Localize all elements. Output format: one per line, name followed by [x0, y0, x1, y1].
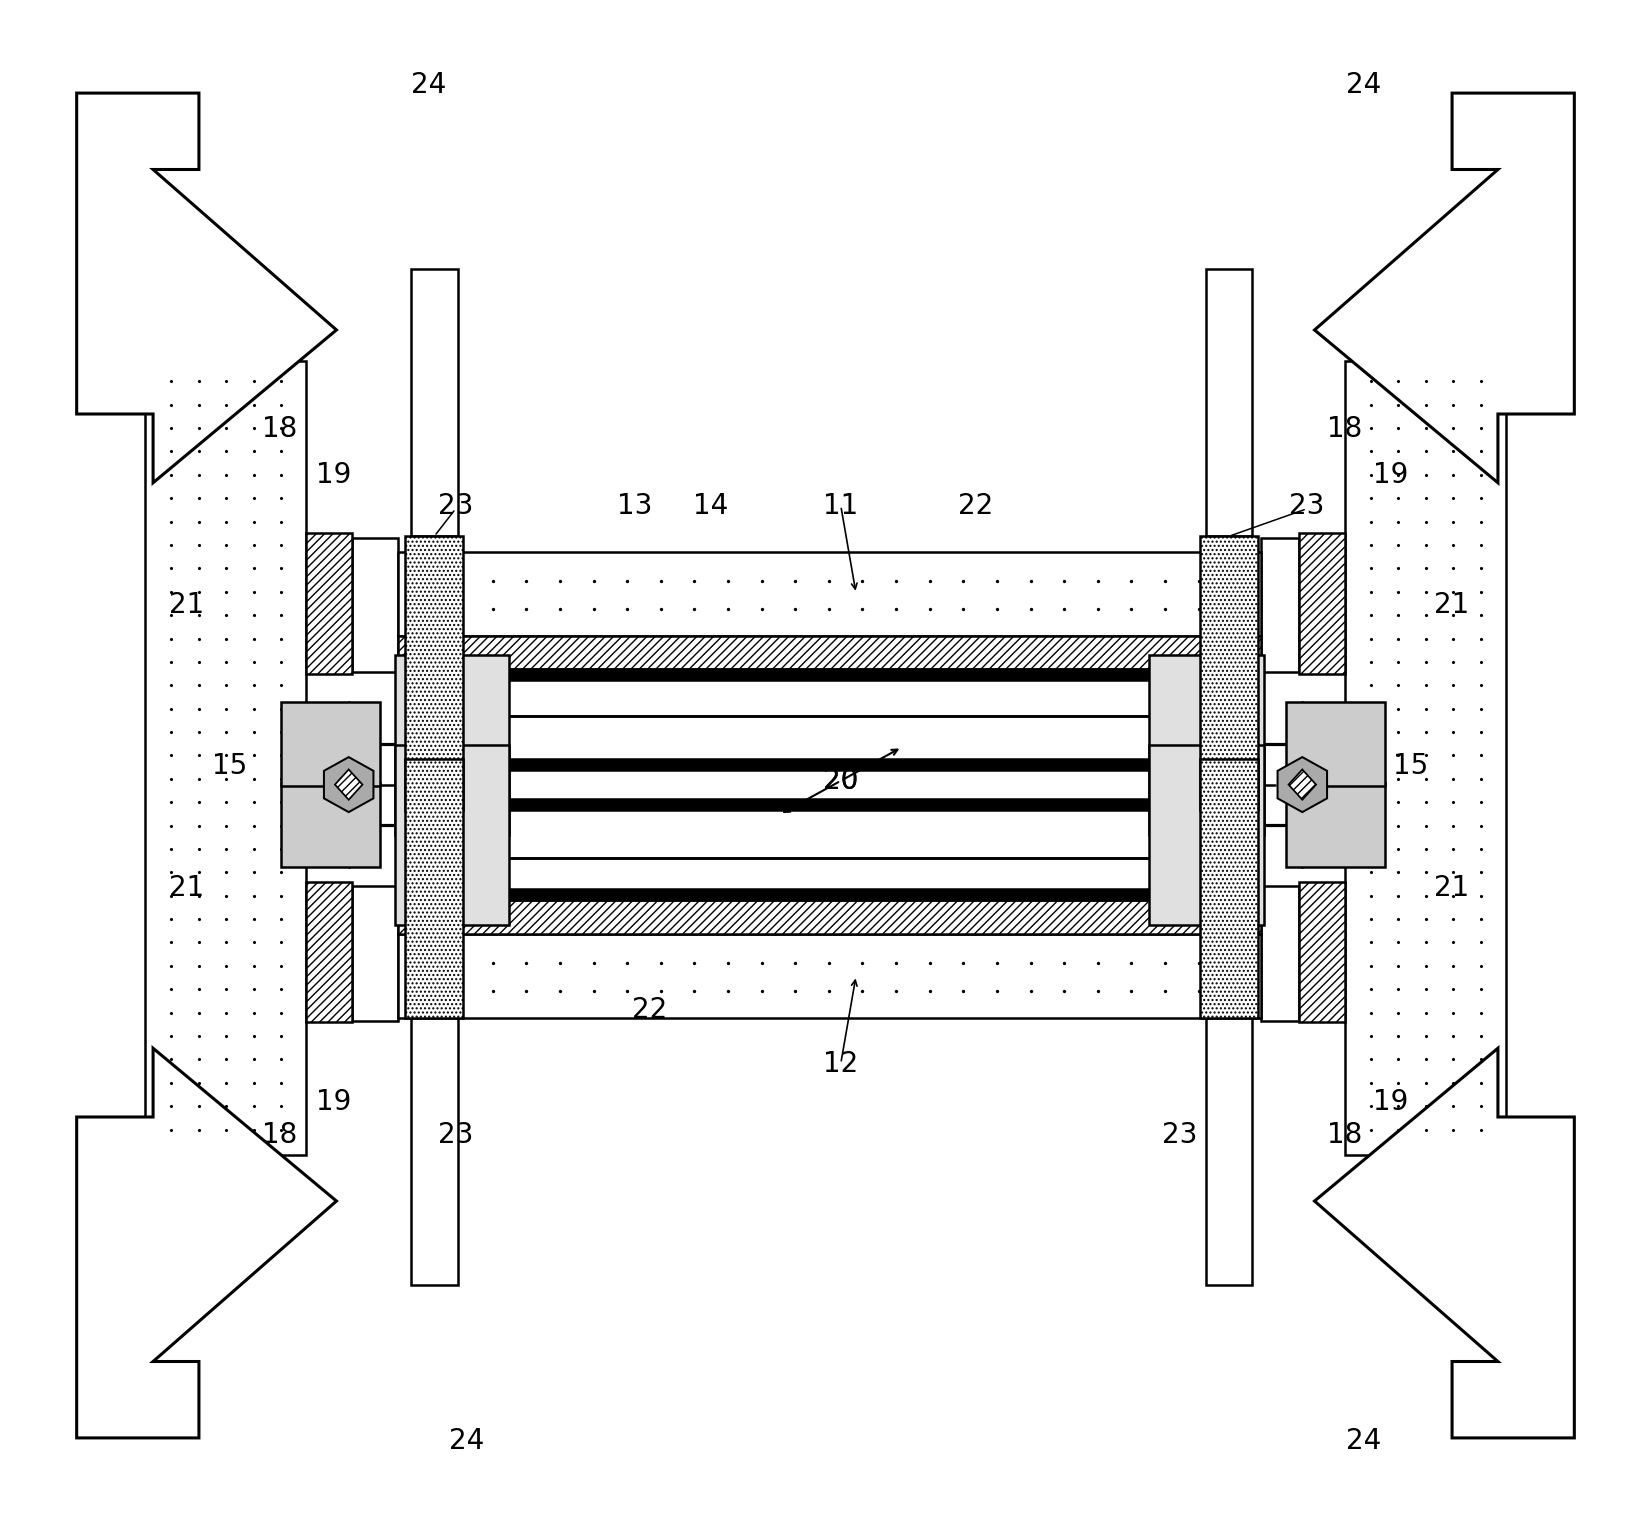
Text: 20: 20 [824, 767, 859, 795]
Text: 18: 18 [1327, 1121, 1362, 1150]
Bar [398, 890, 1261, 900]
Text: 15: 15 [211, 752, 248, 779]
Bar [398, 934, 1261, 1018]
Polygon shape [335, 770, 363, 799]
Bar [1200, 536, 1258, 810]
Polygon shape [76, 1049, 337, 1438]
Bar [404, 536, 464, 810]
Bar [1261, 537, 1299, 672]
Text: 21: 21 [168, 591, 205, 619]
Text: 19: 19 [315, 461, 352, 488]
Text: 19: 19 [315, 1087, 352, 1116]
Polygon shape [1314, 93, 1575, 482]
Text: 18: 18 [1327, 415, 1362, 444]
Text: 24: 24 [1346, 72, 1380, 100]
Bar [281, 782, 380, 867]
Bar [1299, 882, 1346, 1023]
Bar [395, 655, 509, 834]
Bar [1346, 360, 1506, 1156]
Text: 18: 18 [263, 1121, 297, 1150]
Text: 19: 19 [1374, 1087, 1408, 1116]
Text: 19: 19 [1374, 461, 1408, 488]
Bar [395, 746, 509, 925]
Bar [145, 360, 305, 1156]
Text: 23: 23 [438, 1121, 474, 1150]
Bar [1149, 746, 1265, 925]
Bar [352, 537, 398, 672]
Bar [305, 882, 352, 1023]
Text: 22: 22 [632, 997, 667, 1024]
Text: 21: 21 [1435, 874, 1469, 902]
Bar [1149, 655, 1265, 834]
Bar [1200, 759, 1258, 1018]
Bar [398, 759, 1261, 770]
Bar [1261, 886, 1299, 1021]
Polygon shape [1314, 1049, 1575, 1438]
Bar [411, 1018, 457, 1285]
Bar [398, 799, 1261, 810]
Text: 22: 22 [958, 491, 992, 519]
Text: 13: 13 [617, 491, 652, 519]
Bar [404, 759, 464, 1018]
Bar [1299, 533, 1346, 674]
Text: 15: 15 [1393, 752, 1428, 779]
Text: 14: 14 [693, 491, 728, 519]
Bar [398, 900, 1261, 934]
Bar [305, 533, 352, 674]
Text: 12: 12 [824, 1050, 859, 1078]
Text: 24: 24 [449, 1427, 484, 1454]
Text: 23: 23 [438, 491, 474, 519]
Bar [1286, 782, 1385, 867]
Text: 20: 20 [824, 767, 859, 795]
Bar [281, 703, 380, 785]
Polygon shape [76, 93, 337, 482]
Text: 21: 21 [168, 874, 205, 902]
Bar [352, 886, 398, 1021]
Polygon shape [1288, 770, 1316, 799]
Bar [1205, 1018, 1251, 1285]
Bar [411, 269, 457, 536]
Text: 21: 21 [1435, 591, 1469, 619]
Text: 18: 18 [263, 415, 297, 444]
Bar [398, 551, 1261, 635]
Text: 24: 24 [411, 72, 446, 100]
Text: 23: 23 [1162, 1121, 1197, 1150]
Polygon shape [324, 758, 373, 811]
Bar [398, 669, 1261, 680]
Bar [398, 635, 1261, 669]
Text: 11: 11 [824, 491, 859, 519]
Bar [1286, 703, 1385, 785]
Text: 24: 24 [1346, 1427, 1380, 1454]
Polygon shape [1278, 758, 1327, 811]
Text: 23: 23 [1289, 491, 1324, 519]
Bar [1205, 269, 1251, 536]
